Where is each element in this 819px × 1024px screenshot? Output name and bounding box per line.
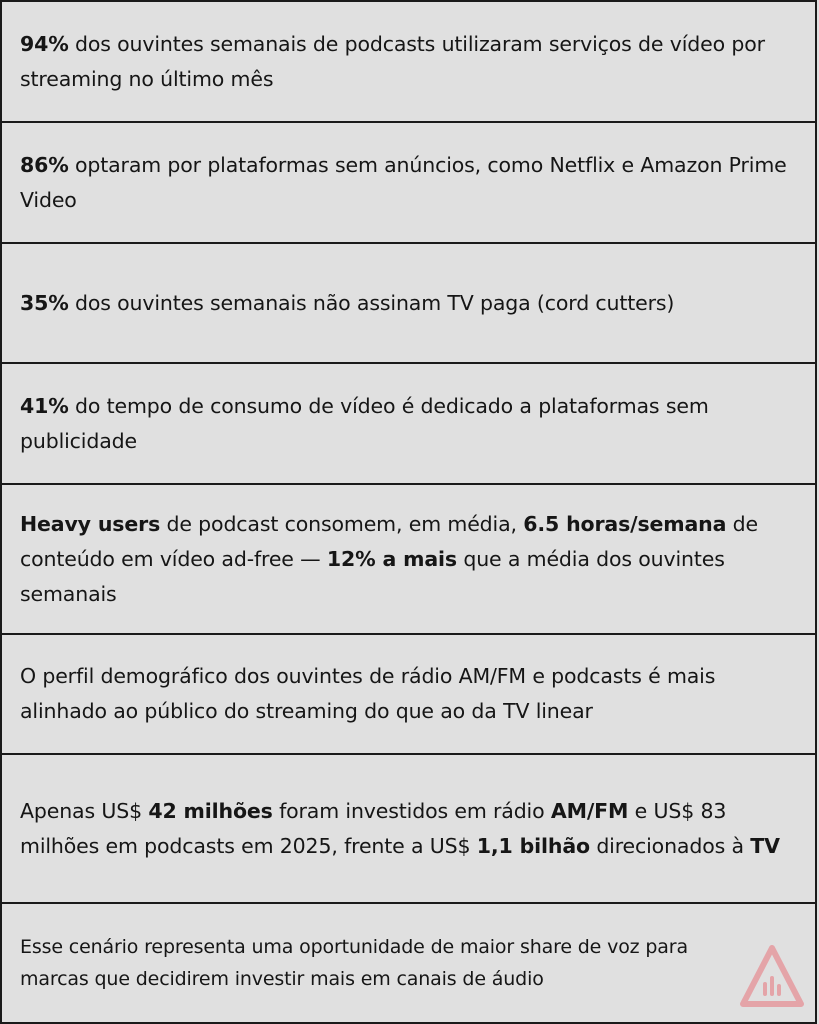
stat-highlight: 42 milhões	[148, 798, 273, 823]
stat-text: 94% dos ouvintes semanais de podcasts ut…	[20, 31, 765, 91]
stat-text: 41% do tempo de consumo de vídeo é dedic…	[20, 393, 709, 453]
stat-row-opportunity: Esse cenário representa uma oportunidade…	[0, 902, 817, 1024]
stat-row-video-time: 41% do tempo de consumo de vídeo é dedic…	[0, 362, 817, 485]
stat-row-ad-free-platforms: 86% optaram por plataformas sem anúncios…	[0, 121, 817, 244]
stat-text: Heavy users de podcast consomem, em médi…	[20, 511, 759, 606]
stat-highlight: 41%	[20, 393, 69, 418]
stat-highlight: 94%	[20, 31, 69, 56]
stat-row-demographics: O perfil demográfico dos ouvintes de rád…	[0, 633, 817, 755]
stat-highlight: 6.5 horas/semana	[523, 511, 727, 536]
stat-text: Esse cenário representa uma oportunidade…	[20, 936, 688, 990]
stat-row-heavy-users: Heavy users de podcast consomem, em médi…	[0, 483, 817, 635]
stat-text: Apenas US$ 42 milhões foram investidos e…	[20, 798, 780, 858]
stat-highlight: TV	[750, 833, 780, 858]
stat-row-cord-cutters: 35% dos ouvintes semanais não assinam TV…	[0, 242, 817, 364]
audio-waveform-logo-icon	[740, 945, 804, 1007]
stat-highlight: Heavy users	[20, 511, 161, 536]
stat-highlight: 86%	[20, 152, 69, 177]
stat-text: 86% optaram por plataformas sem anúncios…	[20, 152, 787, 212]
stat-row-streaming-usage: 94% dos ouvintes semanais de podcasts ut…	[0, 0, 817, 123]
stat-highlight: 35%	[20, 290, 69, 315]
stat-row-investment: Apenas US$ 42 milhões foram investidos e…	[0, 753, 817, 904]
stat-text: 35% dos ouvintes semanais não assinam TV…	[20, 290, 675, 315]
stat-highlight: AM/FM	[550, 798, 629, 823]
stat-text: O perfil demográfico dos ouvintes de rád…	[20, 664, 716, 723]
stat-highlight: 12% a mais	[326, 546, 457, 571]
stat-highlight: 1,1 bilhão	[476, 833, 590, 858]
